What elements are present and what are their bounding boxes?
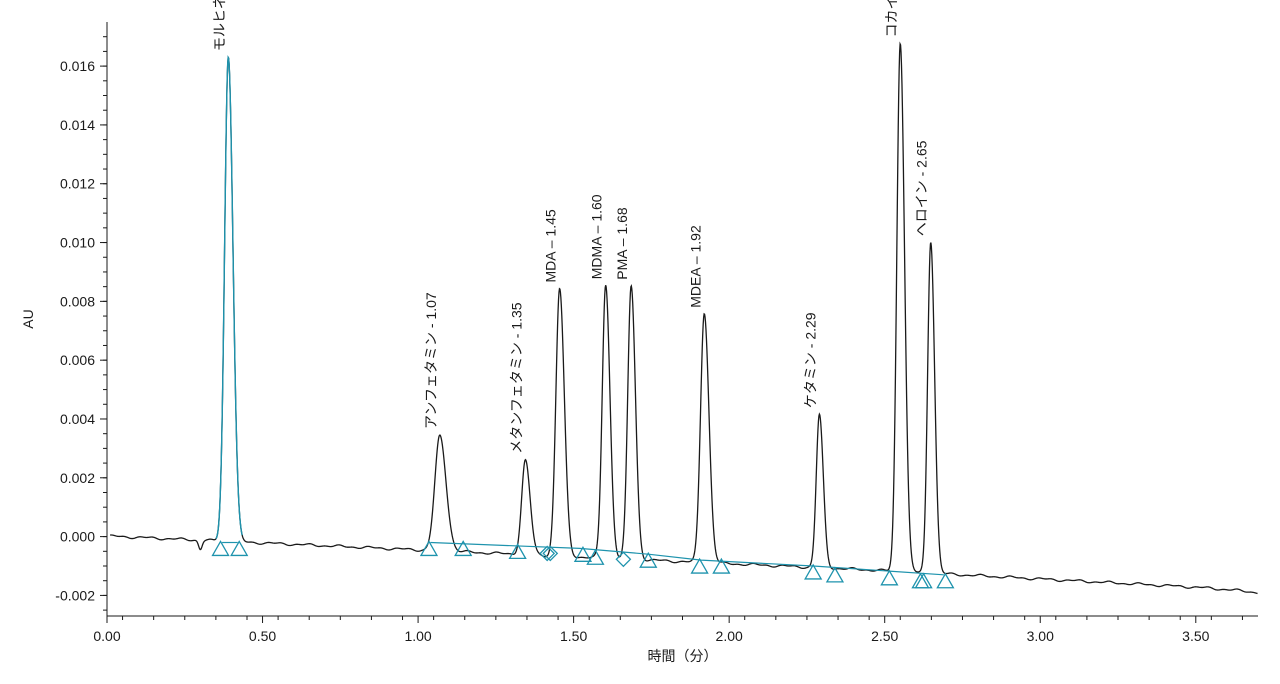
peak-label: アンフェタミン - 1.07 (423, 292, 439, 429)
highlighted-peak-trace (215, 55, 243, 539)
peak-boundary-triangle (690, 557, 709, 574)
peak-boundary-triangle (825, 566, 845, 583)
axes (106, 22, 1258, 617)
x-axis-title: 時間（分） (648, 648, 718, 664)
peak-label: MDA – 1.45 (543, 209, 559, 282)
peak-boundary-triangle (911, 572, 930, 589)
peak-label: MDEA – 1.92 (687, 225, 703, 308)
x-tick-label: 2.50 (871, 628, 898, 644)
peak-boundary-triangle (573, 545, 593, 562)
y-tick-label: 0.004 (60, 411, 95, 427)
y-tick-label: -0.002 (55, 587, 95, 603)
y-tick-label: 0.010 (60, 235, 95, 251)
peak-labels: モルヒネ - 0.39 アンフェタミン - 1.07 メタンフェタミン - 1.35… (211, 0, 929, 454)
y-tick-label: 0.002 (60, 470, 95, 486)
peak-boundary-triangle (211, 540, 230, 557)
peak-boundary-triangle (712, 557, 731, 574)
y-tick-label: 0.000 (60, 529, 95, 545)
peak-boundary-triangle (419, 540, 439, 557)
peak-label: ケタミン - 2.29 (802, 312, 818, 408)
chromatogram-trace (110, 41, 1258, 595)
peak-boundary-triangle (639, 551, 658, 568)
y-tick-label: 0.016 (60, 58, 95, 74)
tick-marks (100, 36, 1243, 623)
x-tick-label: 3.50 (1182, 628, 1209, 644)
peak-boundary-triangle (880, 569, 899, 586)
peak-boundary-triangle (230, 540, 249, 557)
y-tick-label: 0.012 (60, 176, 95, 192)
peak-boundary-triangle (936, 572, 955, 589)
x-tick-label: 1.50 (560, 628, 587, 644)
x-tick-label: 3.00 (1027, 628, 1054, 644)
peak-label: MDMA – 1.60 (589, 194, 605, 279)
peak-boundary-triangle (804, 563, 823, 580)
peak-label: メタンフェタミン - 1.35 (508, 302, 524, 453)
y-tick-label: 0.006 (60, 352, 95, 368)
peak-label: ヘロイン - 2.65 (914, 140, 930, 236)
x-tick-label: 0.00 (93, 628, 120, 644)
peak-drop-diamond (542, 545, 559, 562)
peak-label: コカイン - 2.55 (883, 0, 899, 37)
y-axis-title: AU (20, 309, 36, 328)
peak-markers (211, 540, 955, 589)
peak-boundary-triangle (914, 572, 933, 589)
y-tick-label: 0.014 (60, 117, 95, 133)
peak-label: モルヒネ - 0.39 (211, 0, 227, 51)
x-tick-label: 2.00 (716, 628, 743, 644)
peak-drop-diamond (615, 551, 632, 568)
tick-labels: 0.00 0.50 1.00 1.50 2.00 2.50 3.00 3.50 -0.002 0.… (55, 58, 1209, 644)
baseline-segment (430, 541, 944, 576)
y-tick-label: 0.008 (60, 293, 95, 309)
x-tick-label: 1.00 (404, 628, 431, 644)
peak-drop-diamond (539, 545, 556, 562)
peak-label: PMA – 1.68 (614, 207, 630, 280)
peak-boundary-triangle (454, 540, 473, 557)
peak-boundary-triangle (586, 548, 605, 565)
peak-boundary-triangle (508, 543, 527, 560)
x-tick-label: 0.50 (249, 628, 276, 644)
